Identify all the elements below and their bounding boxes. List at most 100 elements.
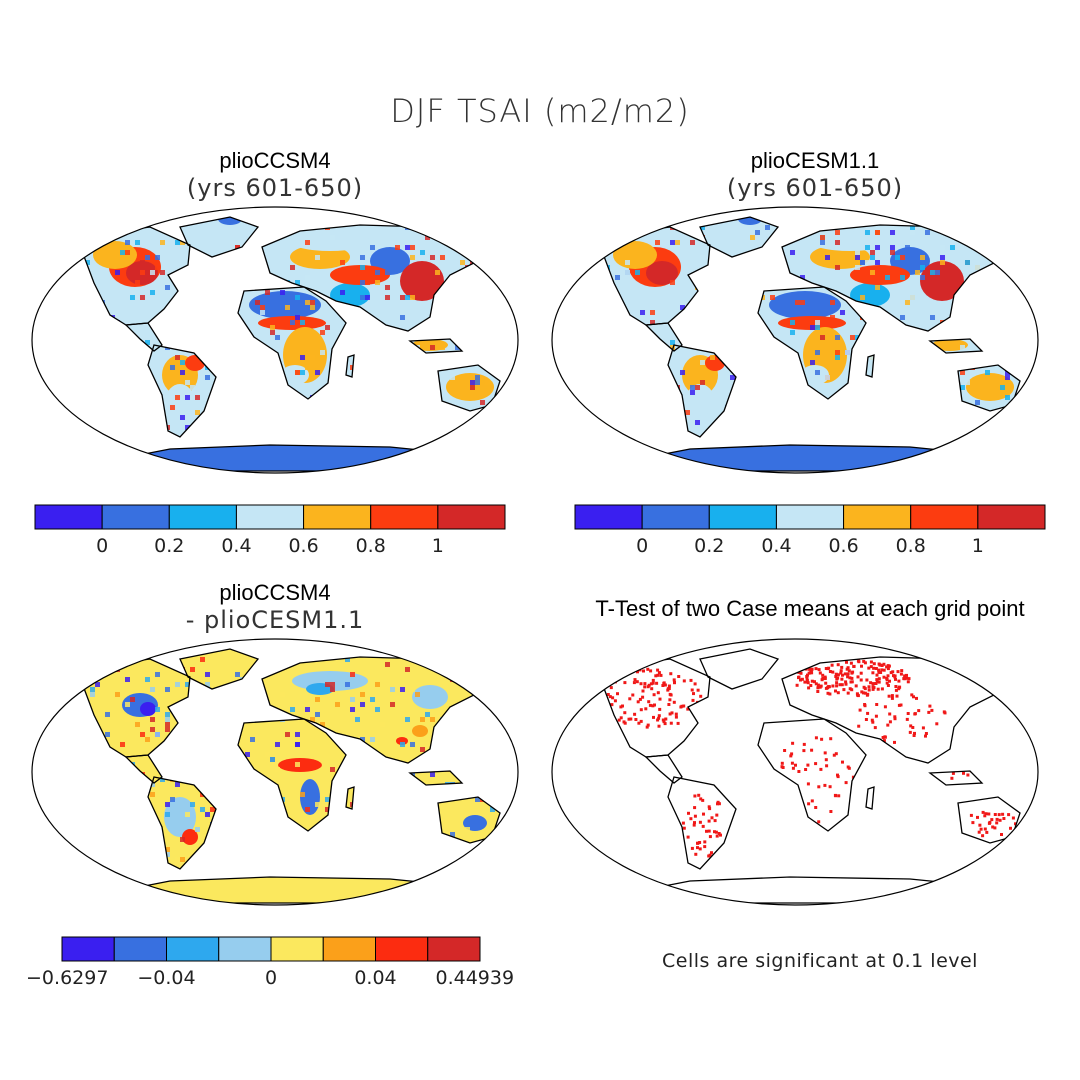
grid-cell [690, 385, 695, 390]
significant-cell [835, 681, 839, 685]
significant-cell [847, 669, 851, 673]
grid-cell [495, 887, 500, 892]
significant-cell [875, 703, 879, 706]
grid-cell [90, 687, 95, 692]
grid-cell [195, 410, 200, 415]
grid-cell [910, 225, 915, 230]
grid-cell [50, 867, 55, 872]
significant-cell [864, 718, 868, 721]
grid-cell [250, 737, 255, 742]
grid-cell [595, 205, 600, 210]
significant-cell [677, 675, 681, 678]
grid-cell [770, 295, 775, 300]
significant-cell [606, 693, 610, 696]
significant-cell [831, 670, 835, 674]
grid-cell [165, 722, 170, 727]
coastline-centralAmerica [644, 322, 683, 352]
grid-cell [80, 887, 85, 892]
grid-cell [475, 375, 480, 380]
grid-cell [410, 687, 415, 692]
grid-cell [365, 897, 370, 902]
grid-cell [165, 285, 170, 290]
grid-cell [165, 802, 170, 807]
significant-cell [969, 813, 973, 817]
significant-cell [834, 752, 838, 756]
grid-cell [610, 217, 615, 220]
grid-cell [875, 245, 880, 250]
grid-cell [410, 742, 415, 747]
significant-cell [935, 722, 939, 726]
significant-cell [843, 672, 847, 676]
field-region-2 [93, 241, 137, 269]
significant-cell [1002, 817, 1006, 820]
grid-cell [830, 300, 835, 305]
colorbar-top-left: 0 0.2 0.4 0.6 0.8 1 [34, 504, 506, 557]
grid-cell [330, 767, 335, 772]
grid-cell [510, 657, 515, 662]
significant-cell [707, 819, 711, 823]
significant-cell [987, 812, 991, 816]
significant-cell [880, 664, 884, 667]
grid-cell [70, 425, 75, 430]
significant-cell [863, 687, 867, 691]
map-frame [551, 638, 1039, 906]
significant-cell [619, 705, 623, 709]
grid-cell [90, 877, 95, 882]
grid-cell [425, 887, 430, 892]
grid-cell [180, 677, 185, 682]
grid-cell [870, 255, 875, 260]
grid-cell [590, 230, 595, 235]
grid-cell [165, 812, 170, 817]
grid-cell [790, 330, 795, 335]
grid-cell [900, 315, 905, 320]
significant-cell [893, 740, 896, 744]
significant-cell [894, 677, 897, 681]
significant-cell [809, 684, 813, 687]
significant-cell [837, 794, 841, 798]
significant-cell [645, 725, 649, 729]
map-body [552, 205, 1038, 473]
significant-cell [699, 694, 703, 698]
map-panel-top-left [31, 206, 519, 474]
significant-cell [783, 749, 787, 752]
significant-cell [860, 664, 863, 668]
significant-cell [794, 763, 797, 767]
significant-cell [909, 724, 913, 728]
significant-cell [669, 672, 673, 676]
significant-cell [639, 719, 643, 723]
significant-cell [874, 714, 878, 718]
coastline-africa [237, 286, 347, 400]
significant-cell [674, 712, 678, 716]
significant-cell [885, 676, 889, 680]
grid-cell [420, 747, 425, 752]
significant-cell [995, 821, 999, 825]
significance-note: Cells are significant at 0.1 level [662, 950, 978, 972]
grid-cell [370, 245, 375, 250]
significant-cell [836, 773, 839, 777]
colorbar-tick-label: 0.8 [896, 535, 926, 557]
grid-cell [875, 260, 880, 265]
significant-cell [641, 689, 645, 693]
grid-cell [850, 335, 855, 340]
grid-cell [175, 240, 180, 245]
grid-cell [485, 902, 490, 903]
significant-cell [656, 718, 660, 722]
grid-cell [800, 300, 805, 305]
significant-cell [839, 669, 843, 673]
significant-cell [817, 820, 821, 824]
grid-cell [90, 902, 95, 903]
grid-cell [115, 902, 120, 903]
grid-cell [820, 240, 825, 245]
significant-cell [789, 754, 793, 758]
significant-cell [820, 737, 824, 741]
significant-cell [894, 688, 898, 692]
significant-cell [652, 715, 655, 719]
grid-cell [650, 450, 655, 455]
grid-cell [505, 245, 510, 250]
grid-cell [395, 892, 400, 897]
grid-cell [960, 385, 965, 390]
significant-cell [654, 674, 658, 678]
grid-cell [150, 717, 155, 722]
grid-cell [870, 250, 875, 255]
grid-cell [455, 642, 460, 647]
